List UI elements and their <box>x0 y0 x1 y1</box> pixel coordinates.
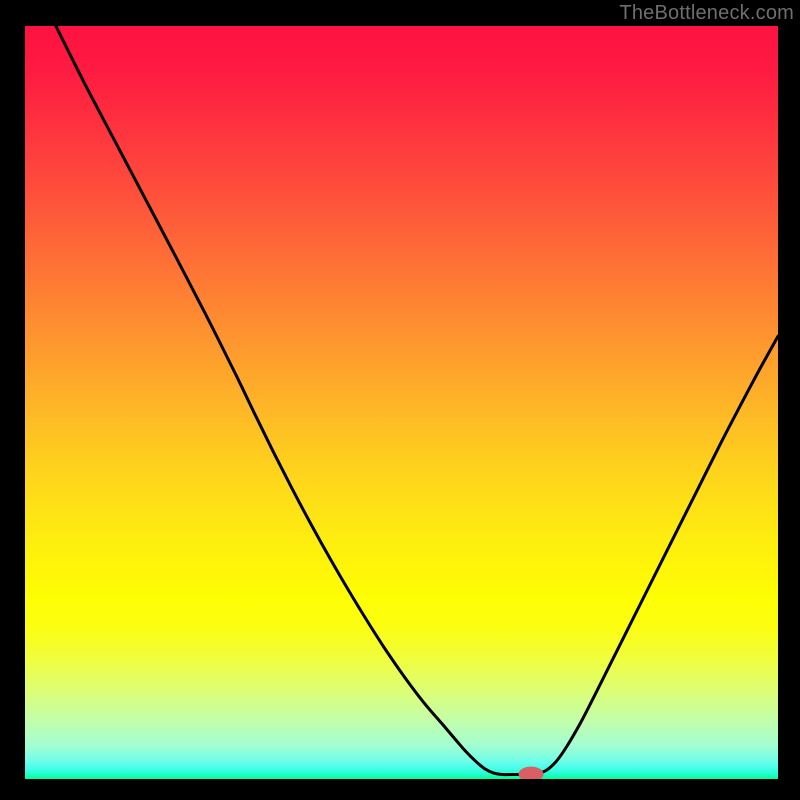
plot-frame <box>0 26 800 800</box>
bottleneck-curve <box>25 26 778 779</box>
plot-area <box>25 26 778 779</box>
curve-path <box>56 26 778 775</box>
watermark-text: TheBottleneck.com <box>619 2 794 25</box>
optimal-point-marker <box>519 767 543 779</box>
